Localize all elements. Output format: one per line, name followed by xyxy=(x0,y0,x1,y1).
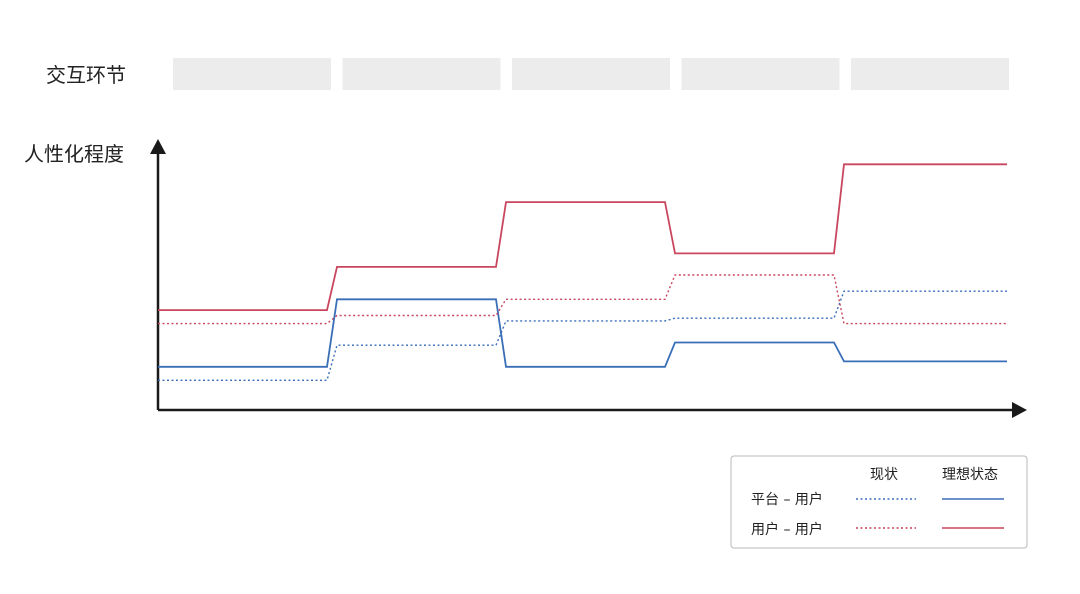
legend-row-platform-user: 平台 – 用户 xyxy=(751,491,823,508)
series-line-2 xyxy=(158,290,1007,381)
stage-row-label: 交互环节 xyxy=(46,63,126,87)
series-line-1 xyxy=(158,298,1007,368)
legend-box xyxy=(730,455,1028,549)
stage-boxes xyxy=(173,58,1009,90)
stage-box-3 xyxy=(512,58,670,90)
stage-box-5 xyxy=(851,58,1009,90)
y-axis-arrow-icon xyxy=(150,139,166,154)
legend-row-user-user: 用户 – 用户 xyxy=(751,521,823,538)
series-line-4 xyxy=(158,274,1007,325)
stage-box-2 xyxy=(342,58,501,90)
stage-box-1 xyxy=(173,58,331,90)
y-axis-label: 人性化程度 xyxy=(24,142,124,166)
axes xyxy=(150,139,1027,418)
legend-header-ideal: 理想状态 xyxy=(942,467,998,483)
series-line-3 xyxy=(158,163,1007,312)
series-layer xyxy=(158,163,1007,381)
x-axis-arrow-icon xyxy=(1012,402,1027,418)
stage-box-4 xyxy=(681,58,840,90)
legend-header-current: 现状 xyxy=(870,467,898,483)
legend: 现状 理想状态 平台 – 用户 用户 – 用户 xyxy=(730,455,1028,549)
